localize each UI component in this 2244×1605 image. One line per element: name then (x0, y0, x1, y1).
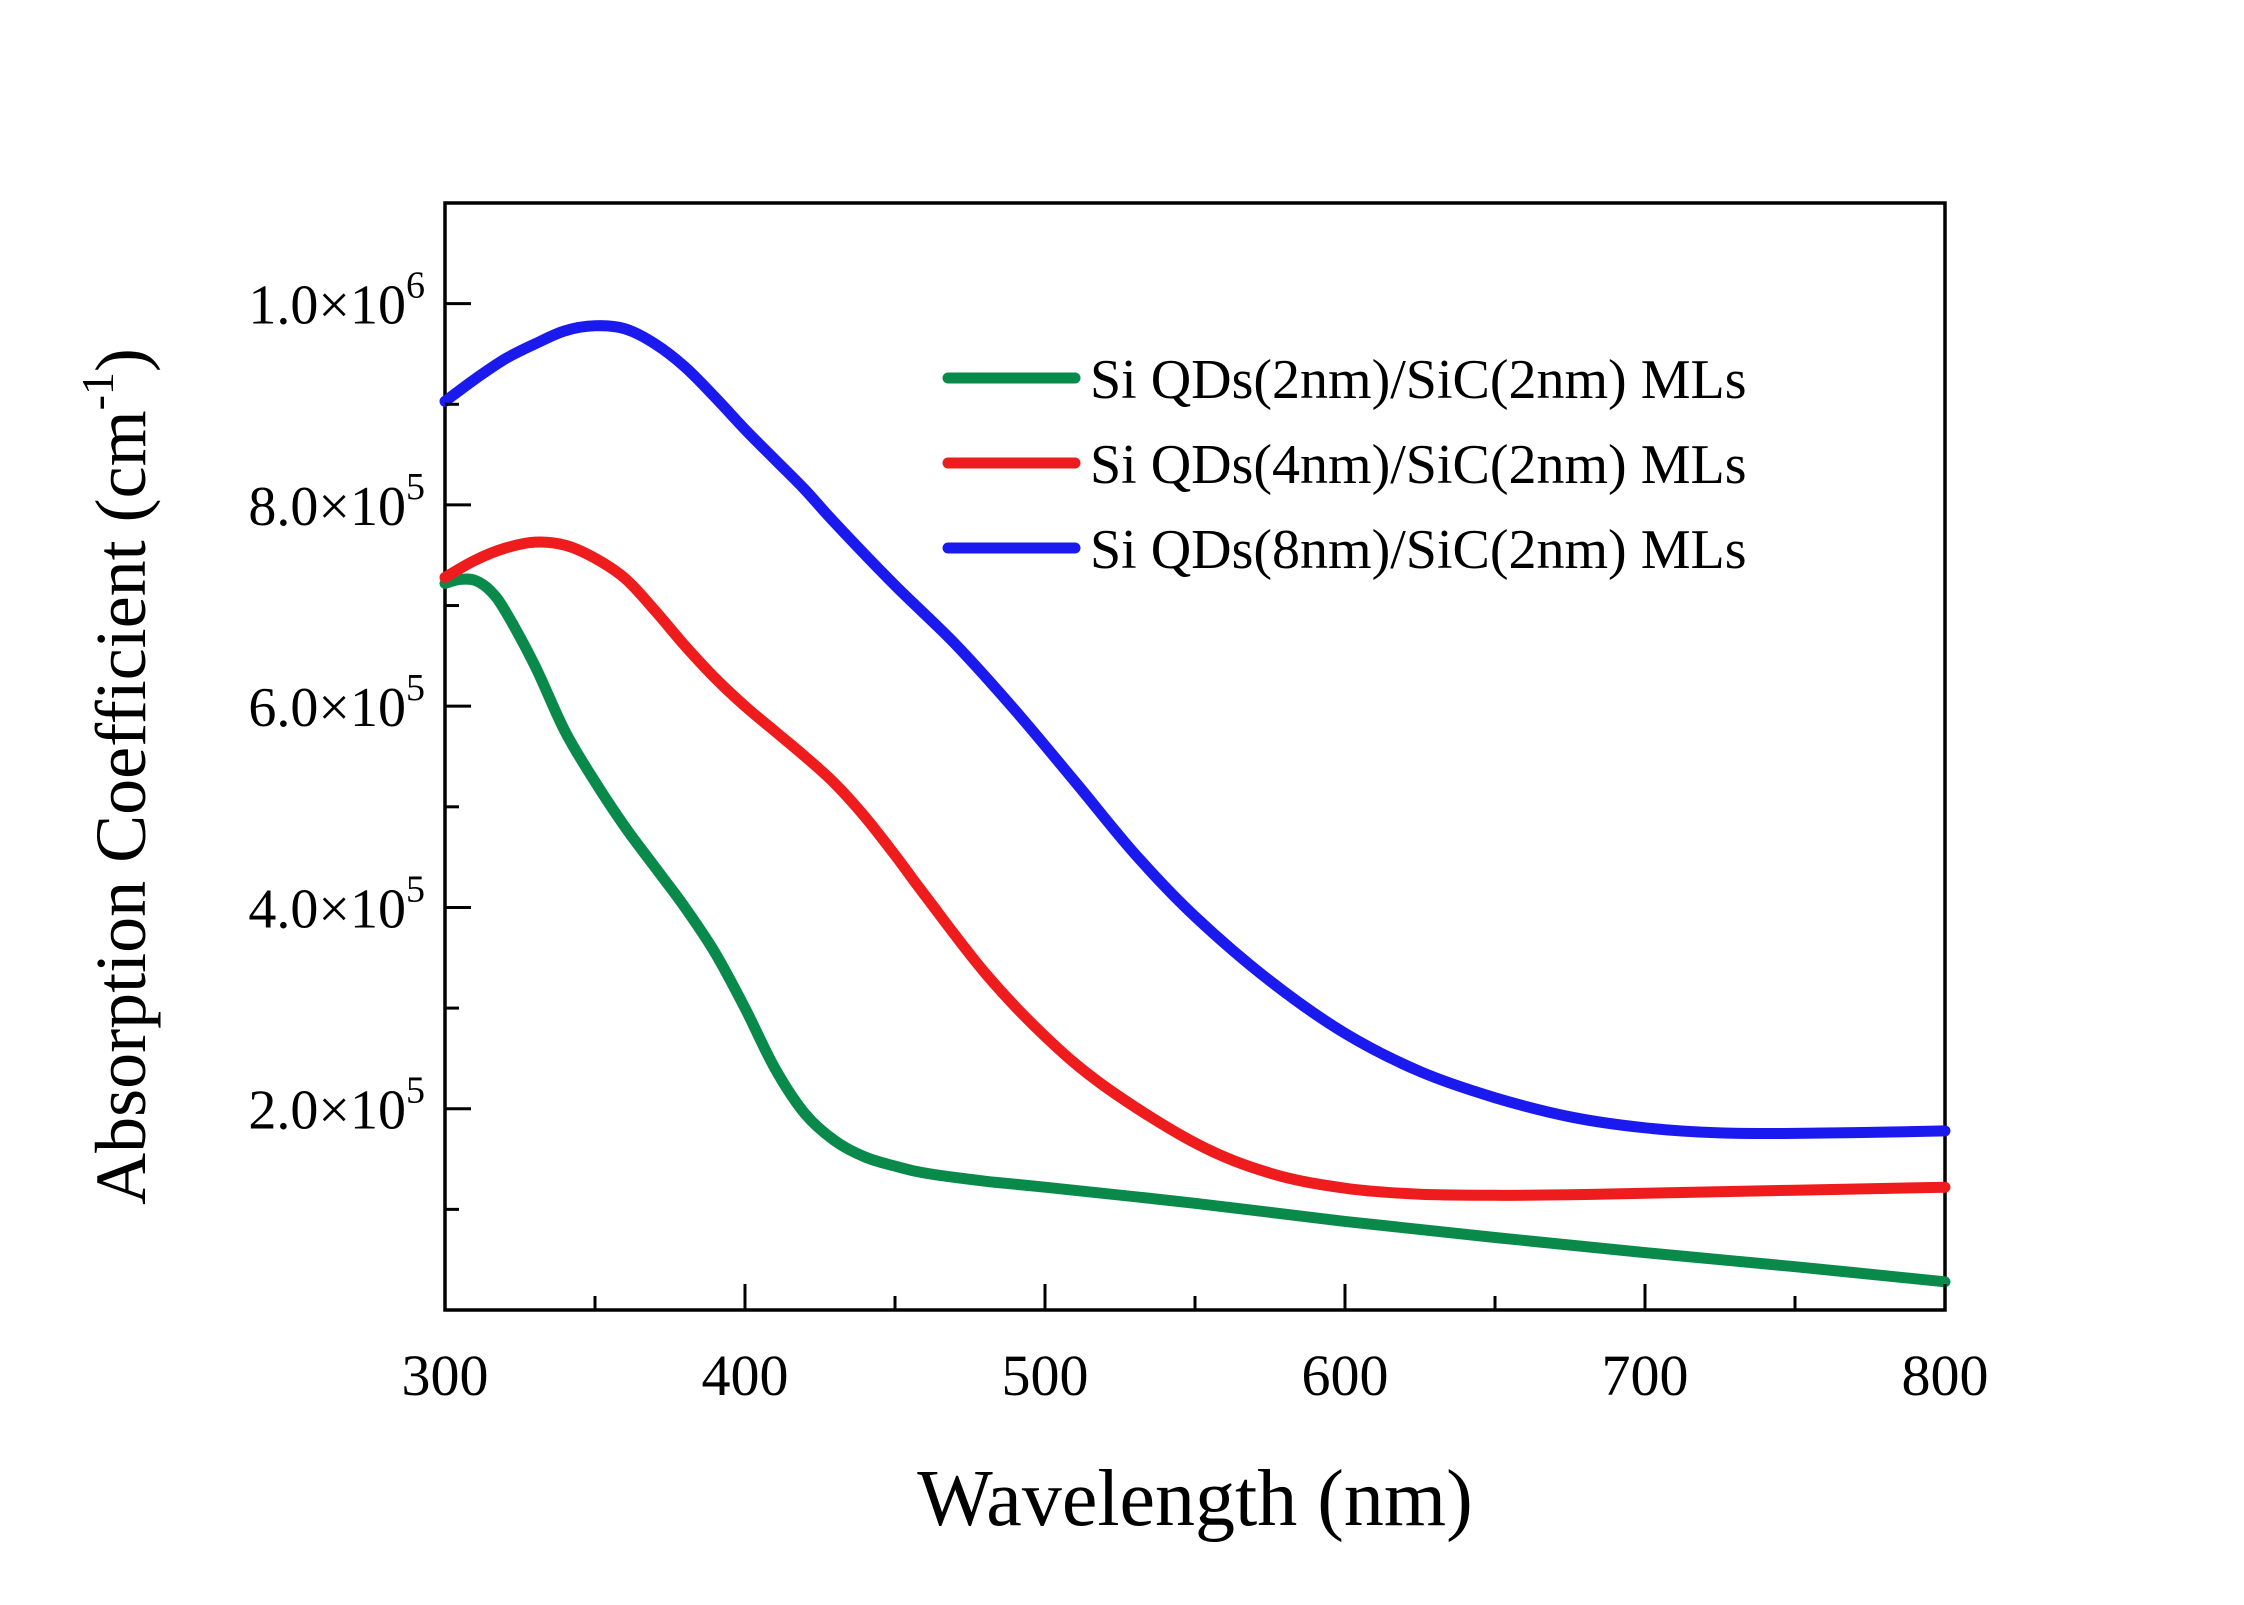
y-tick-label: 8.0×105 (248, 466, 425, 538)
y-tick-label: 4.0×105 (248, 868, 425, 940)
x-tick-label: 500 (1002, 1343, 1089, 1408)
plot-area (439, 201, 1951, 1312)
legend-label-1: Si QDs(2nm)/SiC(2nm) MLs (1090, 349, 1747, 411)
x-tick-label: 800 (1902, 1343, 1989, 1408)
y-tick-label: 2.0×105 (248, 1070, 425, 1142)
x-axis-label: Wavelength (nm) (917, 1455, 1473, 1543)
x-tick-label: 600 (1302, 1343, 1389, 1408)
y-axis-label-sup: -1 (72, 372, 123, 410)
legend: Si QDs(2nm)/SiC(2nm) MLs Si QDs(4nm)/SiC(… (942, 349, 1747, 581)
y-tick-mantissa: 2.0×10 (248, 1080, 406, 1142)
x-tick-label: 300 (402, 1343, 489, 1408)
y-tick-exponent: 5 (406, 667, 425, 709)
y-tick-label: 1.0×106 (248, 265, 425, 337)
x-tick-label: 400 (702, 1343, 789, 1408)
legend-label-2: Si QDs(4nm)/SiC(2nm) MLs (1090, 434, 1747, 496)
y-tick-mantissa: 6.0×10 (248, 677, 406, 739)
series-line-1 (439, 573, 1951, 1288)
y-tick-exponent: 6 (406, 265, 425, 307)
y-tick-mantissa: 8.0×10 (248, 476, 406, 538)
series-line-2 (439, 536, 1951, 1201)
y-tick-mantissa: 4.0×10 (248, 878, 406, 940)
y-tick-mantissa: 1.0×10 (248, 275, 406, 337)
y-axis-label: Absorption Coefficient (cm-1) (72, 348, 161, 1205)
y-axis-label-close: ) (81, 348, 161, 372)
x-tick-label: 700 (1602, 1343, 1689, 1408)
y-tick-label: 6.0×105 (248, 667, 425, 739)
y-tick-exponent: 5 (406, 868, 425, 910)
legend-label-3: Si QDs(8nm)/SiC(2nm) MLs (1090, 519, 1747, 581)
y-tick-exponent: 5 (406, 1070, 425, 1112)
series-group (439, 320, 1951, 1288)
series-line-3 (439, 320, 1951, 1140)
y-axis-label-main: Absorption Coefficient (cm (81, 410, 161, 1205)
y-tick-exponent: 5 (406, 466, 425, 508)
ticks-group (443, 302, 1947, 1310)
